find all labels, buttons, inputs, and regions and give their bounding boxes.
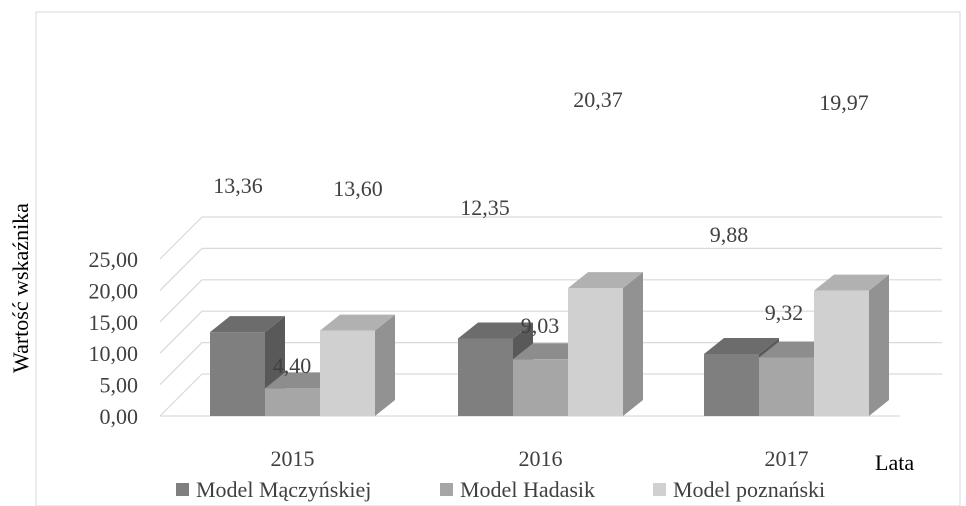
x-tick-label: 2015 — [271, 446, 315, 471]
bar — [320, 314, 395, 416]
chart-border — [35, 11, 961, 506]
gridline — [159, 247, 942, 291]
y-axis-title: Wartość wskaźnika — [8, 203, 33, 373]
bar — [568, 272, 643, 416]
data-label: 4,40 — [273, 353, 312, 378]
x-tick-label: 2016 — [519, 446, 563, 471]
y-tick-label: 15,00 — [89, 310, 139, 335]
x-axis-title: Lata — [875, 450, 914, 475]
y-tick-label: 5,00 — [100, 373, 139, 398]
legend-item: Model Mączyńskiej — [176, 477, 371, 502]
gridline — [159, 216, 942, 260]
data-label: 9,03 — [521, 313, 560, 338]
legend-item: Model Hadasik — [440, 477, 595, 502]
legend-swatch — [653, 483, 666, 496]
bar — [814, 274, 889, 416]
data-label: 20,37 — [573, 87, 623, 112]
gridline — [159, 279, 942, 323]
legend-label: Model Hadasik — [460, 477, 595, 502]
data-label: 13,60 — [333, 176, 383, 201]
data-label: 9,88 — [710, 222, 749, 247]
y-tick-label: 10,00 — [89, 341, 139, 366]
y-tick-label: 25,00 — [89, 247, 139, 272]
legend-swatch — [176, 483, 189, 496]
data-label: 19,97 — [819, 90, 869, 115]
x-tick-label: 2017 — [765, 446, 809, 471]
y-tick-label: 0,00 — [100, 404, 139, 429]
legend-label: Model Mączyńskiej — [196, 477, 371, 502]
legend-swatch — [440, 483, 453, 496]
legend-item: Model poznański — [653, 477, 825, 502]
data-label: 13,36 — [213, 173, 263, 198]
data-label: 9,32 — [765, 300, 804, 325]
data-label: 12,35 — [460, 195, 510, 220]
y-tick-label: 20,00 — [89, 278, 139, 303]
legend-label: Model poznański — [673, 477, 825, 502]
